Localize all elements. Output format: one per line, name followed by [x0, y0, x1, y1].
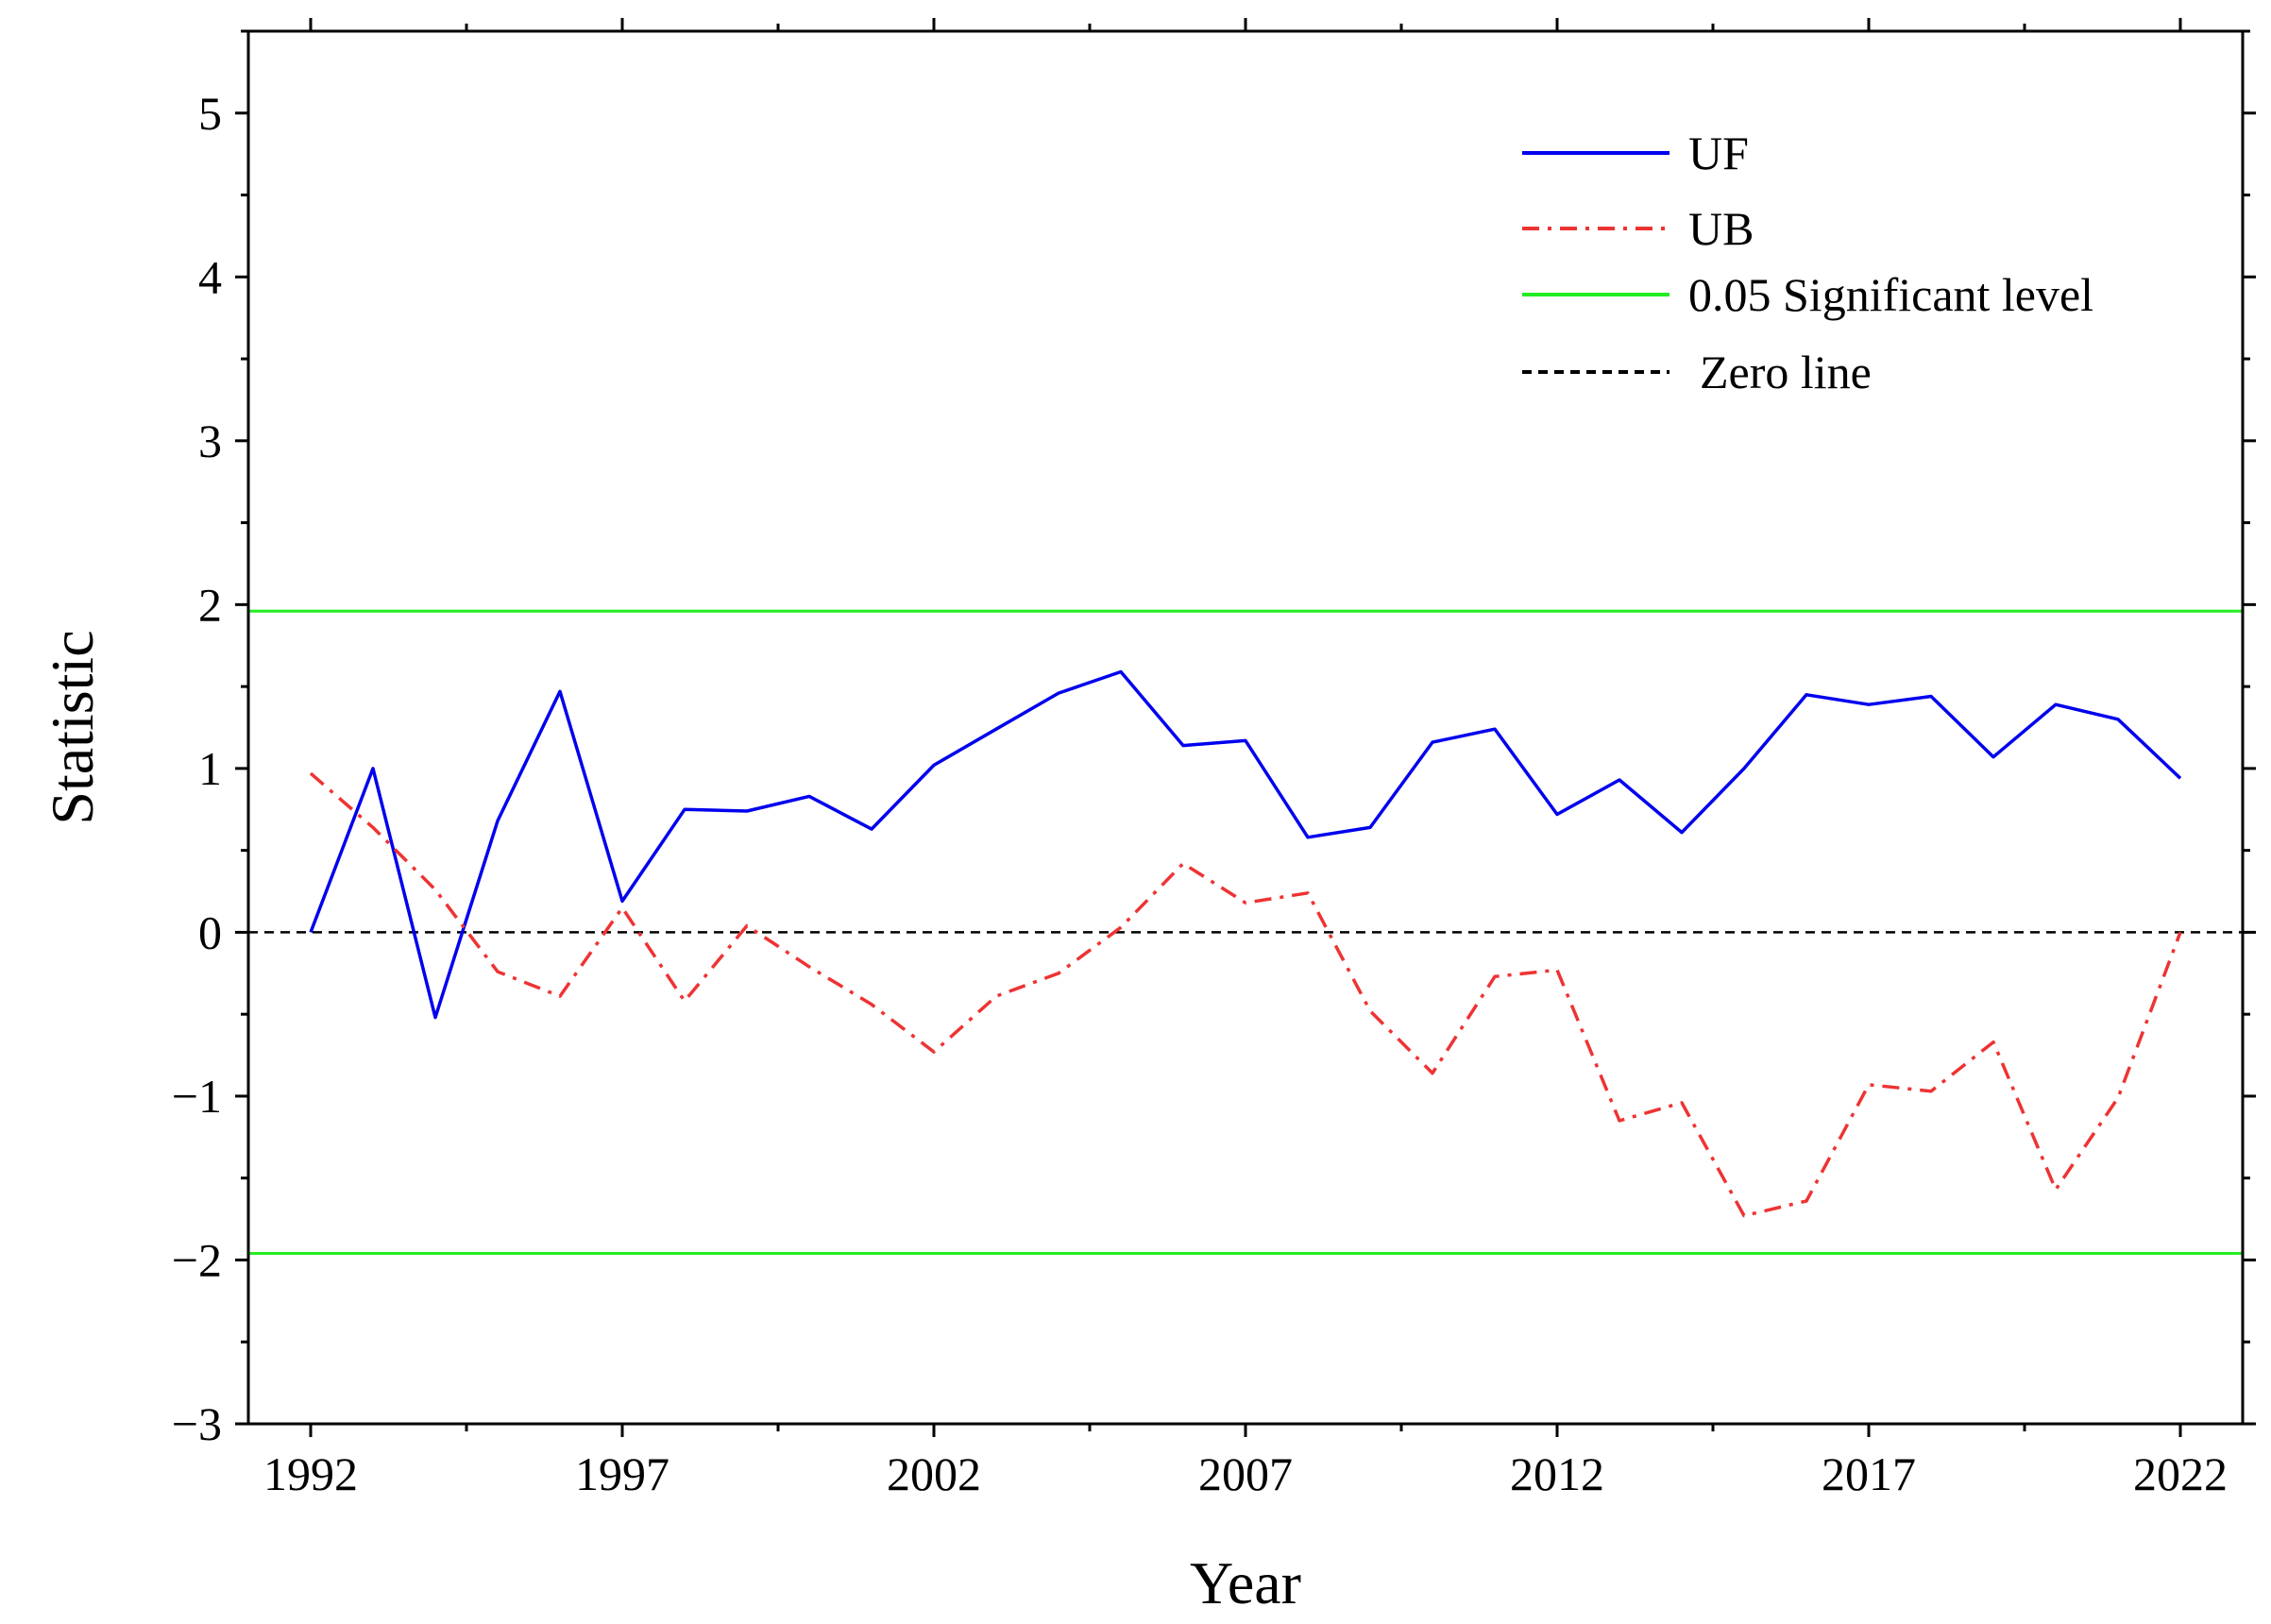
- legend-label-uf: UF: [1688, 127, 1749, 179]
- plot-frame: [246, 29, 2245, 1426]
- tick-labels: 1992 1997 2002 2007 2012 2017 2022 −3 −2 −1 0 1 2 3 4 5: [172, 87, 2228, 1500]
- y-tick-label: 5: [198, 87, 222, 140]
- x-tick-label: 2007: [1198, 1447, 1293, 1500]
- x-tick-label: 2022: [2133, 1447, 2228, 1500]
- x-axis-label: Year: [1190, 1549, 1301, 1616]
- series-line-ub: [309, 771, 2182, 1218]
- axis-ticks: [235, 18, 2256, 1437]
- y-tick-label: 1: [198, 742, 222, 795]
- x-tick-label: 1997: [575, 1447, 669, 1500]
- y-tick-label: 2: [198, 578, 222, 631]
- series-lines: [309, 669, 2182, 1218]
- x-tick-label: 2002: [887, 1447, 981, 1500]
- y-axis-label: Statistic: [39, 630, 106, 824]
- x-tick-label: 2012: [1510, 1447, 1604, 1500]
- x-tick-label: 1992: [263, 1447, 358, 1500]
- y-tick-label: 3: [198, 414, 222, 467]
- y-tick-label: −2: [172, 1233, 222, 1286]
- y-tick-label: 4: [198, 250, 222, 303]
- y-tick-label: −1: [172, 1070, 222, 1123]
- y-tick-label: −3: [172, 1397, 222, 1450]
- legend-label-significance: 0.05 Significant level: [1688, 268, 2093, 321]
- legend: UF UB 0.05 Significant level Zero line: [1522, 127, 2093, 398]
- y-tick-label: 0: [198, 905, 222, 958]
- reference-lines: [248, 609, 2243, 1256]
- legend-label-zero-line: Zero line: [1700, 346, 1872, 398]
- x-tick-label: 2017: [1822, 1447, 1916, 1500]
- series-line-uf: [309, 669, 2182, 1020]
- legend-label-ub: UB: [1688, 202, 1754, 255]
